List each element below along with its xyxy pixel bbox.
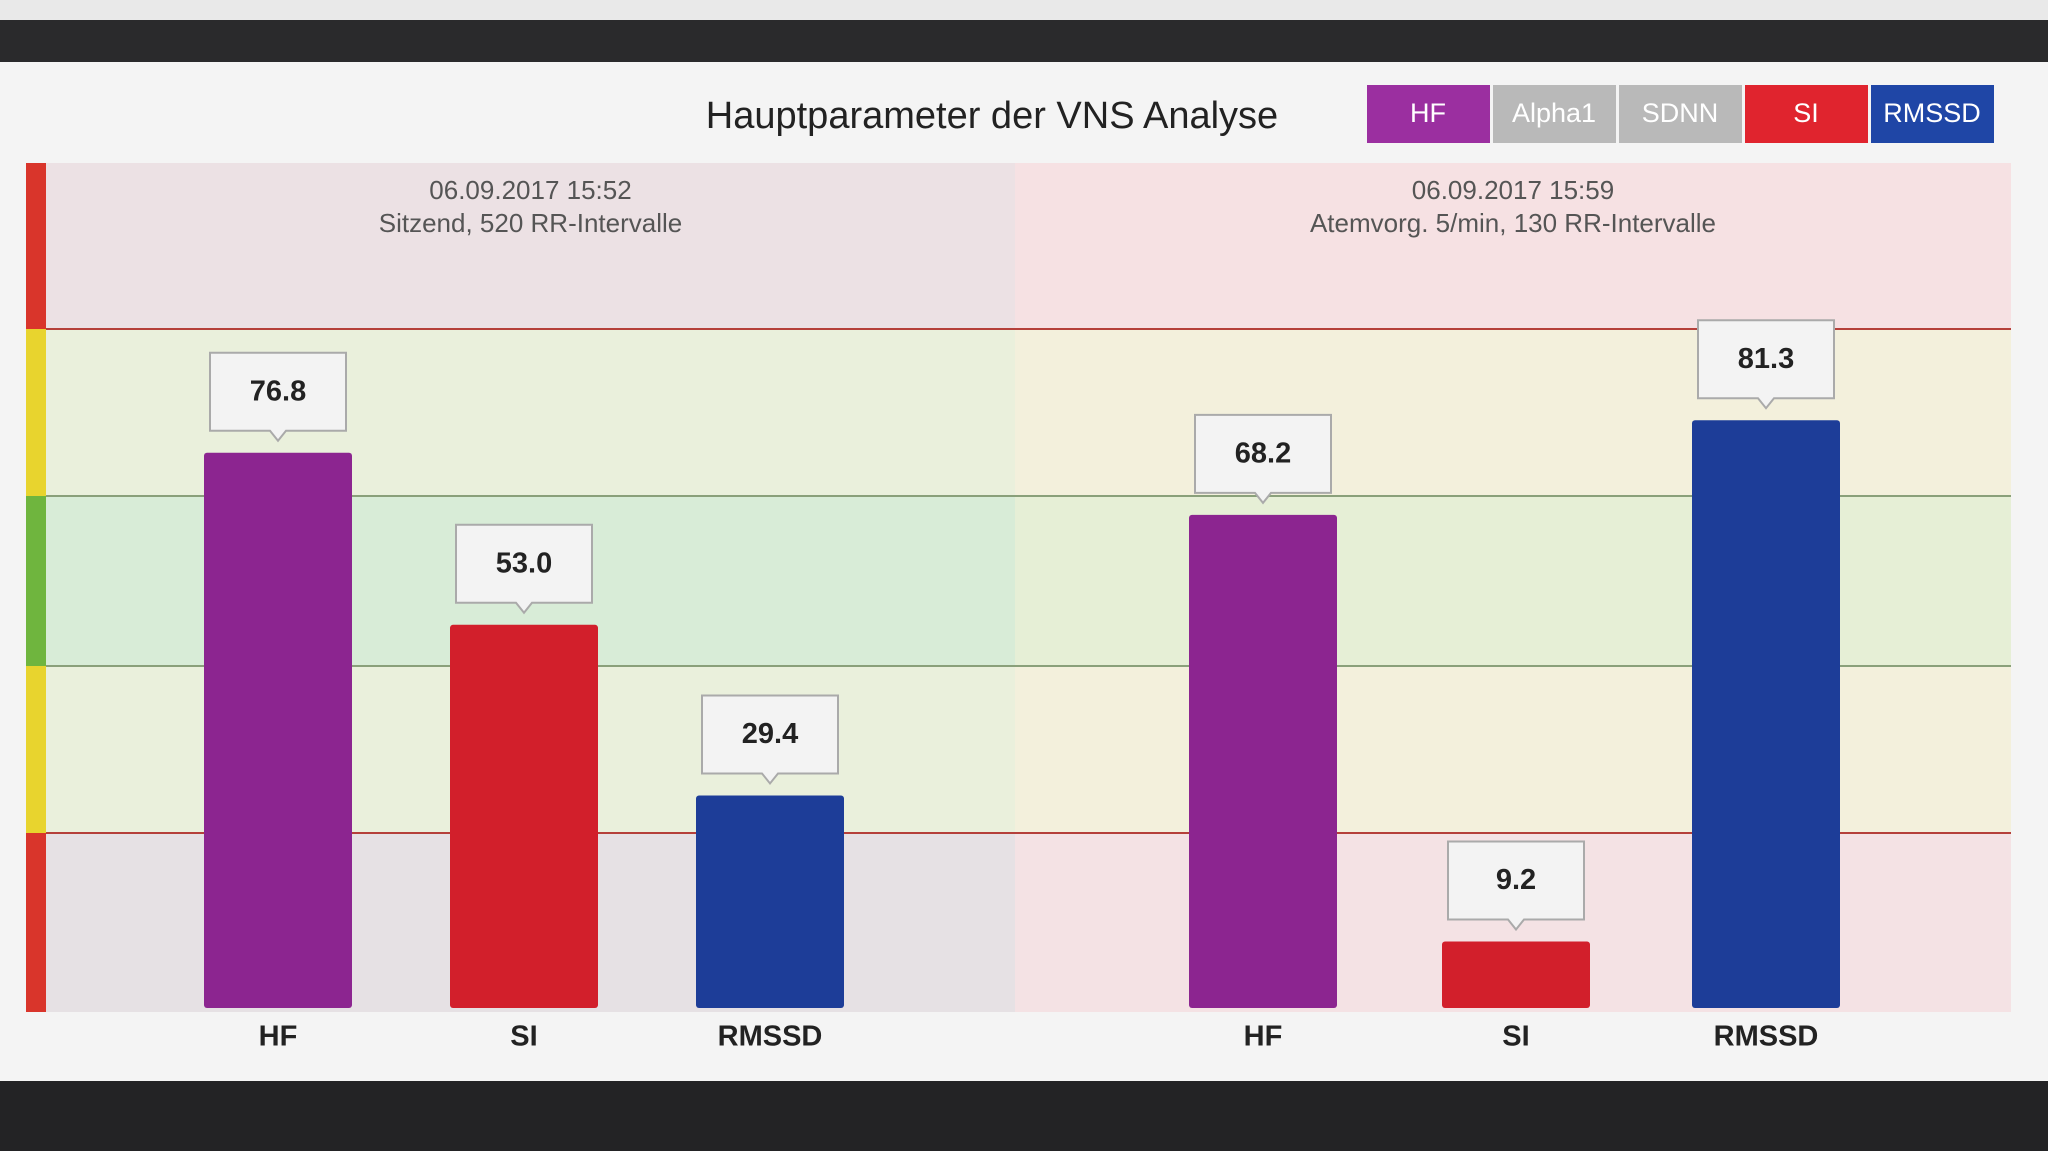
legend-button[interactable]: RMSSD xyxy=(1871,85,1994,143)
value-callout xyxy=(1697,319,1835,410)
value-label: 9.2 xyxy=(1496,864,1536,896)
value-callout xyxy=(701,694,839,786)
legend-button[interactable]: SDNN xyxy=(1619,85,1742,143)
zone-strip xyxy=(26,833,46,1012)
panel-title: 06.09.2017 15:52 xyxy=(429,175,631,205)
zone-strip xyxy=(26,329,46,496)
legend-swatch[interactable] xyxy=(1619,85,1742,143)
legend-swatch[interactable] xyxy=(1367,85,1490,143)
legend-label[interactable]: HF xyxy=(1410,98,1446,128)
top-bezel xyxy=(0,20,2048,62)
legend-button[interactable]: HF xyxy=(1367,85,1490,143)
bar xyxy=(696,795,844,1008)
value-label: 68.2 xyxy=(1235,438,1291,470)
zone-strip xyxy=(26,666,46,833)
zone xyxy=(46,163,1015,329)
panel-subtitle: Sitzend, 520 RR-Intervalle xyxy=(379,208,682,238)
bar xyxy=(204,452,352,1009)
panel-subtitle: Atemvorg. 5/min, 130 RR-Intervalle xyxy=(1310,208,1716,238)
legend-label[interactable]: Alpha1 xyxy=(1512,98,1596,128)
legend-swatch[interactable] xyxy=(1745,85,1868,143)
legend-swatch[interactable] xyxy=(1493,85,1616,143)
x-tick-label: RMSSD xyxy=(718,1021,823,1053)
legend-label[interactable]: SDNN xyxy=(1642,98,1719,128)
zone xyxy=(1015,496,2011,666)
page-title: Hauptparameter der VNS Analyse xyxy=(706,95,1278,137)
legend-button[interactable]: Alpha1 xyxy=(1493,85,1616,143)
legend-label[interactable]: SI xyxy=(1793,98,1819,128)
value-callout xyxy=(209,351,347,443)
bar xyxy=(450,624,598,1008)
value-label: 81.3 xyxy=(1738,343,1794,375)
bottom-bezel xyxy=(0,1081,2048,1151)
x-tick-label: HF xyxy=(1244,1021,1283,1053)
zone xyxy=(1015,666,2011,833)
top-strip xyxy=(0,0,2048,20)
value-callout xyxy=(1447,840,1585,932)
value-label: 76.8 xyxy=(250,375,306,407)
zone xyxy=(1015,329,2011,496)
bar xyxy=(1189,514,1337,1008)
value-callout xyxy=(1194,413,1332,505)
x-tick-label: SI xyxy=(510,1021,537,1053)
value-callout xyxy=(455,523,593,615)
x-tick-label: SI xyxy=(1502,1021,1529,1053)
zone xyxy=(1015,163,2011,329)
zone-strip xyxy=(26,163,46,329)
legend-swatch[interactable] xyxy=(1871,85,1994,143)
value-label: 53.0 xyxy=(496,547,552,579)
bar xyxy=(1442,941,1590,1008)
legend-button[interactable]: SI xyxy=(1745,85,1868,143)
panel-title: 06.09.2017 15:59 xyxy=(1412,175,1614,205)
bar xyxy=(1692,420,1840,1008)
zone-strip xyxy=(26,496,46,666)
value-label: 29.4 xyxy=(742,718,798,750)
legend-label[interactable]: RMSSD xyxy=(1883,98,1981,128)
x-tick-label: HF xyxy=(259,1021,298,1053)
x-tick-label: RMSSD xyxy=(1714,1021,1819,1053)
zone xyxy=(46,329,1015,496)
